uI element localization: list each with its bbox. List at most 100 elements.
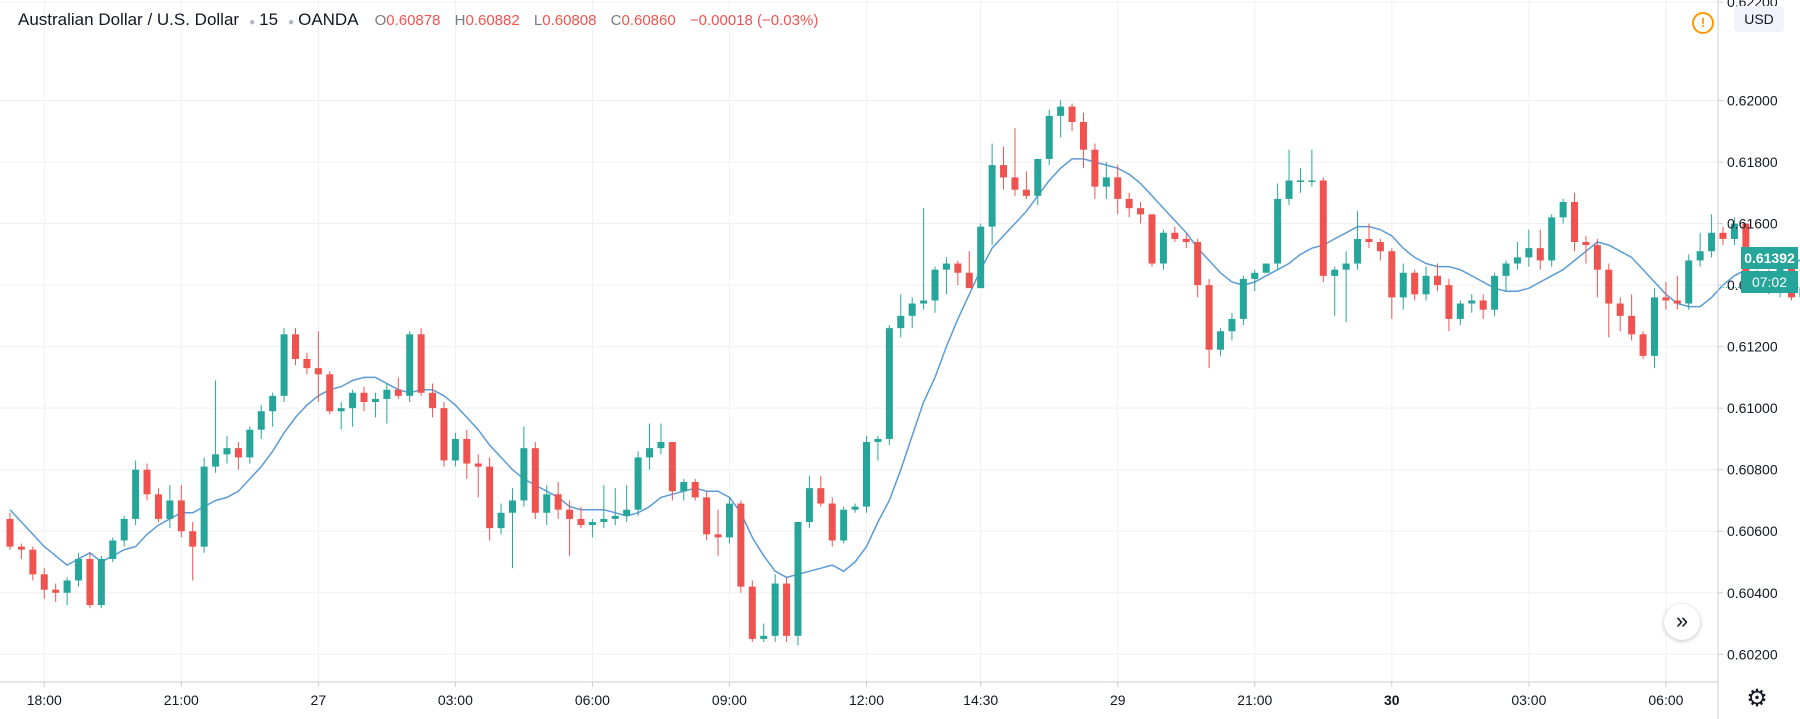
- high-value: 0.60882: [465, 12, 520, 29]
- open-value: 0.60878: [386, 12, 441, 29]
- candle-body: [1388, 251, 1396, 298]
- candle-down: [429, 383, 437, 418]
- candle-up: [931, 266, 939, 313]
- price-tick-label: 0.61000: [1727, 400, 1778, 416]
- candle-body: [6, 518, 14, 547]
- candle-body: [1730, 223, 1738, 239]
- candle-body: [817, 488, 825, 504]
- candle-body: [554, 494, 562, 510]
- candle-body: [531, 448, 539, 513]
- symbol-title[interactable]: Australian Dollar / U.S. Dollar: [18, 10, 240, 29]
- candle-down: [1536, 229, 1544, 270]
- candle-body: [634, 457, 642, 510]
- candle-body: [691, 482, 699, 498]
- price-tick-label: 0.61600: [1727, 216, 1778, 232]
- candle-body: [977, 226, 985, 289]
- bar-countdown-label: 07:02: [1741, 271, 1798, 293]
- candle-down: [1479, 294, 1487, 319]
- scroll-to-realtime-icon[interactable]: »: [1664, 604, 1700, 640]
- candle-body: [1662, 297, 1670, 301]
- candle-body: [1365, 238, 1373, 242]
- candle-body: [337, 408, 345, 412]
- candle-down: [817, 475, 825, 507]
- candle-up: [166, 485, 174, 529]
- gear-icon[interactable]: ⚙: [1746, 685, 1768, 712]
- candle-body: [189, 531, 197, 547]
- candle-body: [577, 518, 585, 526]
- candle-up: [771, 574, 779, 642]
- candle-up: [1491, 272, 1499, 316]
- candle-body: [840, 509, 848, 541]
- candle-down: [52, 583, 60, 602]
- candle-body: [1331, 269, 1339, 276]
- separator-dot: ●: [288, 17, 295, 28]
- candle-down: [783, 577, 791, 642]
- candle-up: [1559, 198, 1567, 224]
- candle-body: [303, 358, 311, 369]
- candle-body: [508, 500, 516, 513]
- candle-up: [1296, 168, 1304, 193]
- candle-body: [1411, 272, 1419, 295]
- candle-down: [703, 491, 711, 541]
- candle-body: [1148, 214, 1156, 264]
- candle-up: [657, 423, 665, 455]
- candle-down: [1000, 146, 1008, 190]
- candle-body: [965, 272, 973, 289]
- candle-body: [451, 438, 459, 461]
- candle-down: [1639, 331, 1647, 359]
- candle-body: [1217, 331, 1225, 350]
- candle-body: [360, 392, 368, 402]
- candle-body: [292, 334, 299, 359]
- candle-body: [1342, 263, 1350, 270]
- candle-up: [1262, 263, 1270, 273]
- interval-label[interactable]: 15: [259, 10, 279, 29]
- candle-down: [1365, 223, 1373, 249]
- candle-down: [1673, 275, 1681, 310]
- candle-body: [109, 540, 117, 559]
- currency-button[interactable]: USD: [1734, 6, 1784, 32]
- candle-down: [326, 371, 334, 415]
- candle-down: [668, 442, 676, 501]
- time-tick-label: 14:30: [963, 692, 998, 708]
- candle-up: [543, 485, 551, 526]
- high-key: H: [454, 12, 466, 29]
- candle-down: [828, 497, 836, 547]
- candle-body: [1205, 285, 1213, 350]
- candle-body: [406, 334, 414, 396]
- candle-body: [1513, 257, 1521, 264]
- candle-body: [748, 586, 756, 639]
- candle-body: [280, 334, 288, 396]
- candle-down: [154, 488, 162, 522]
- candle-body: [1114, 177, 1122, 199]
- price-tick-label: 0.61800: [1727, 154, 1778, 170]
- candle-body: [234, 448, 242, 458]
- candle-body: [1068, 106, 1076, 122]
- time-axis[interactable]: 18:00 21:00 27 03:00 06:00 09:00 12:00 14:30 29 2…: [27, 682, 1684, 708]
- candle-up: [1513, 242, 1521, 270]
- price-axis[interactable]: 0.60200 0.60400 0.60600 0.60800 0.61000 0.612…: [1718, 0, 1778, 662]
- candle-down: [954, 260, 962, 286]
- candle-body: [566, 509, 574, 519]
- candle-body: [1479, 300, 1487, 310]
- candle-up: [1285, 149, 1293, 206]
- candle-body: [1399, 272, 1407, 298]
- time-tick-label: 06:00: [1648, 692, 1683, 708]
- candle-down: [189, 522, 197, 581]
- candle-body: [1708, 232, 1716, 252]
- candle-down: [440, 402, 448, 467]
- candle-up: [908, 297, 916, 329]
- candle-body: [1137, 208, 1145, 215]
- candle-up: [977, 223, 985, 289]
- candle-body: [1159, 232, 1167, 264]
- candle-down: [577, 506, 585, 529]
- candle-body: [212, 454, 220, 467]
- candle-up: [1650, 288, 1658, 369]
- candle-body: [783, 583, 791, 636]
- candle-body: [805, 488, 813, 522]
- candle-body: [874, 438, 882, 442]
- warning-icon[interactable]: !: [1692, 12, 1714, 34]
- candle-up: [600, 485, 608, 529]
- candle-body: [1719, 232, 1727, 239]
- time-tick-label: 27: [311, 692, 327, 708]
